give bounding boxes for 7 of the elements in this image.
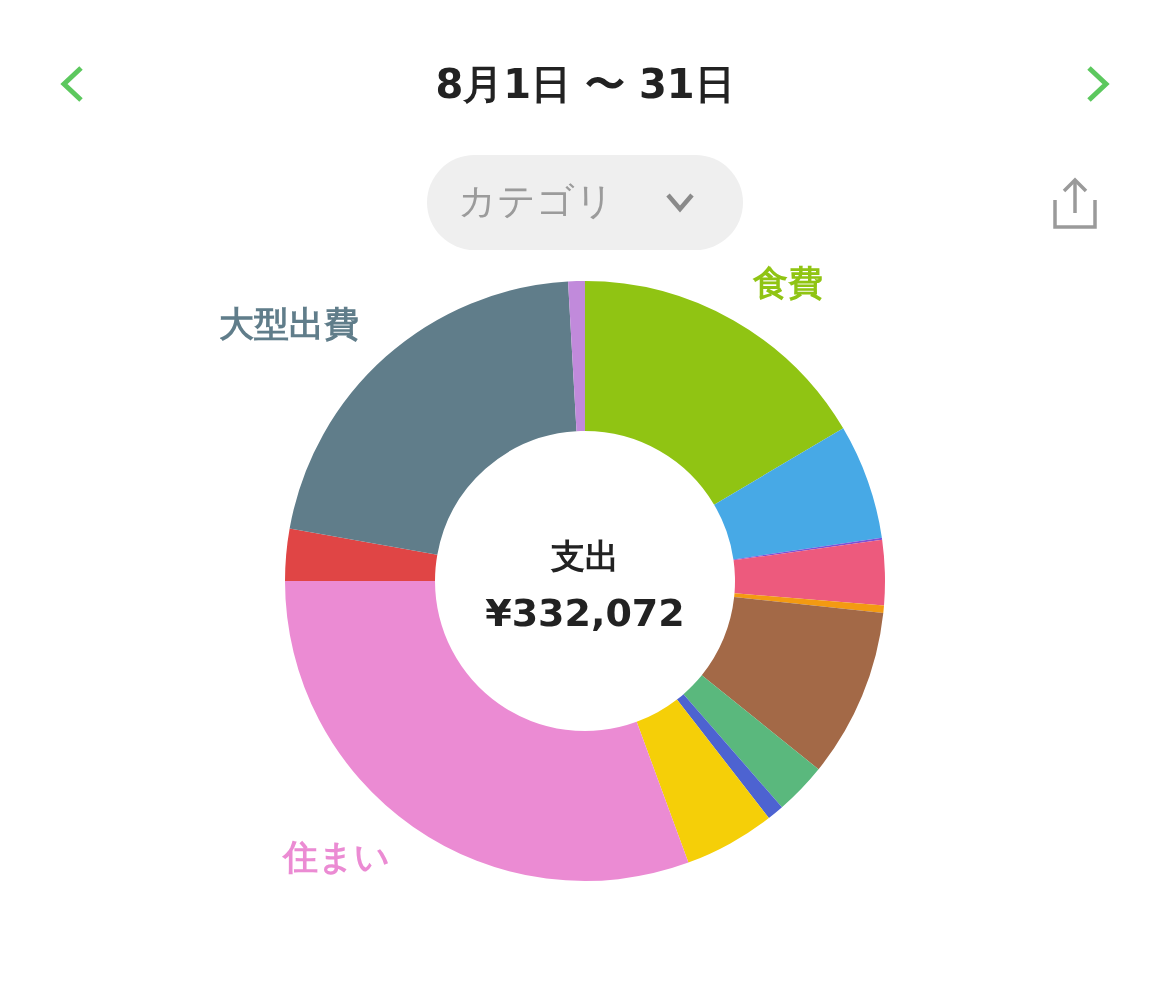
- chart-title: 8月1日 〜 31日: [434, 60, 736, 109]
- text: 支出: [550, 535, 620, 578]
- chart-subtitle: カテゴリ: [458, 178, 614, 225]
- slice-label: 大型出費: [219, 303, 360, 344]
- text: ¥332,072: [484, 590, 686, 636]
- slice-label: 住まい: [281, 836, 391, 877]
- slice-label: 食費: [752, 262, 824, 303]
